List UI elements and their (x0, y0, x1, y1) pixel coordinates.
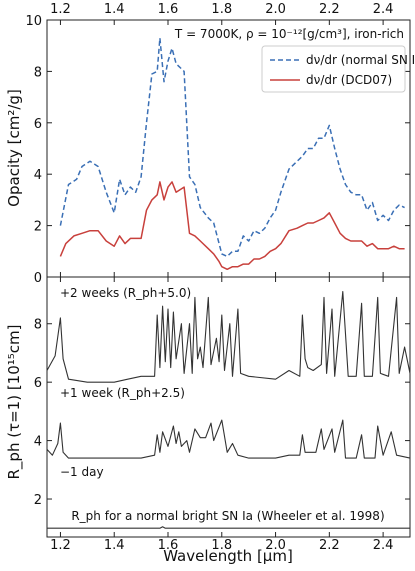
y-tick-label: 4 (34, 168, 42, 183)
y-tick-label: 2 (34, 220, 42, 235)
x-tick-label: 2.0 (265, 538, 286, 553)
x-tick-label: 1.2 (50, 538, 71, 553)
bottom-panel-frame (46, 276, 411, 538)
legend-label-dcd07: dν/dr (DCD07) (306, 73, 392, 87)
x-tick-label-top: 1.6 (158, 2, 179, 17)
y-tick-label: 6 (34, 117, 42, 132)
top-ylabel: Opacity [cm²/g] (5, 89, 23, 207)
x-tick-label-top: 2.4 (373, 2, 394, 17)
x-tick-label-top: 2.0 (265, 2, 286, 17)
annotation-wheeler: R_ph for a normal bright SN Ia (Wheeler … (71, 509, 384, 523)
annotation-minus1day: −1 day (60, 465, 104, 479)
legend-label-normal: dν/dr (normal SN Ia) (306, 53, 415, 67)
series-line-1-0 (46, 291, 411, 383)
series-line-0-0 (59, 37, 405, 258)
x-tick-label-top: 2.2 (319, 2, 340, 17)
x-tick-label-top: 1.8 (211, 2, 232, 17)
x-tick-label: 1.8 (211, 538, 232, 553)
bottom-panel-ticks: 1.2 1.4 1.6 1.8 2.0 2.2 2.4 2 4 6 8 (34, 277, 410, 553)
y-tick-label: 6 (34, 376, 42, 391)
bottom-xlabel: Wavelength [μm] (163, 547, 293, 565)
annotation-2weeks: +2 weeks (R_ph+5.0) (60, 286, 191, 300)
series-line-0-1 (59, 181, 405, 271)
x-tick-label: 2.2 (319, 538, 340, 553)
x-tick-label: 2.4 (373, 538, 394, 553)
bottom-ylabel: R_ph (τ=1) [10¹⁵cm] (5, 324, 24, 479)
conditions-annotation: T = 7000K, ρ = 10⁻¹²[g/cm³], iron-rich (174, 27, 404, 41)
bottom-panel-series (46, 291, 411, 529)
top-panel-series (59, 37, 405, 271)
y-tick-label: 0 (34, 271, 42, 286)
series-line-1-2 (47, 526, 410, 529)
legend: dν/dr (normal SN Ia) dν/dr (DCD07) (261, 45, 415, 93)
y-tick-label: 2 (34, 493, 42, 508)
x-tick-label: 1.6 (158, 538, 179, 553)
y-tick-label: 8 (34, 65, 42, 80)
annotation-1week: +1 week (R_ph+2.5) (60, 386, 185, 400)
x-tick-label-top: 1.4 (104, 2, 125, 17)
top-panel-ticks: 1.2 1.4 1.6 1.8 2.0 2.2 2.4 0 2 4 6 8 10 (25, 2, 410, 286)
y-tick-label: 8 (34, 318, 42, 333)
y-tick-label: 4 (34, 435, 42, 450)
series-line-1-1 (46, 419, 411, 459)
x-tick-label-top: 1.2 (50, 2, 71, 17)
y-tick-label: 10 (25, 14, 42, 29)
x-tick-label: 1.4 (104, 538, 125, 553)
